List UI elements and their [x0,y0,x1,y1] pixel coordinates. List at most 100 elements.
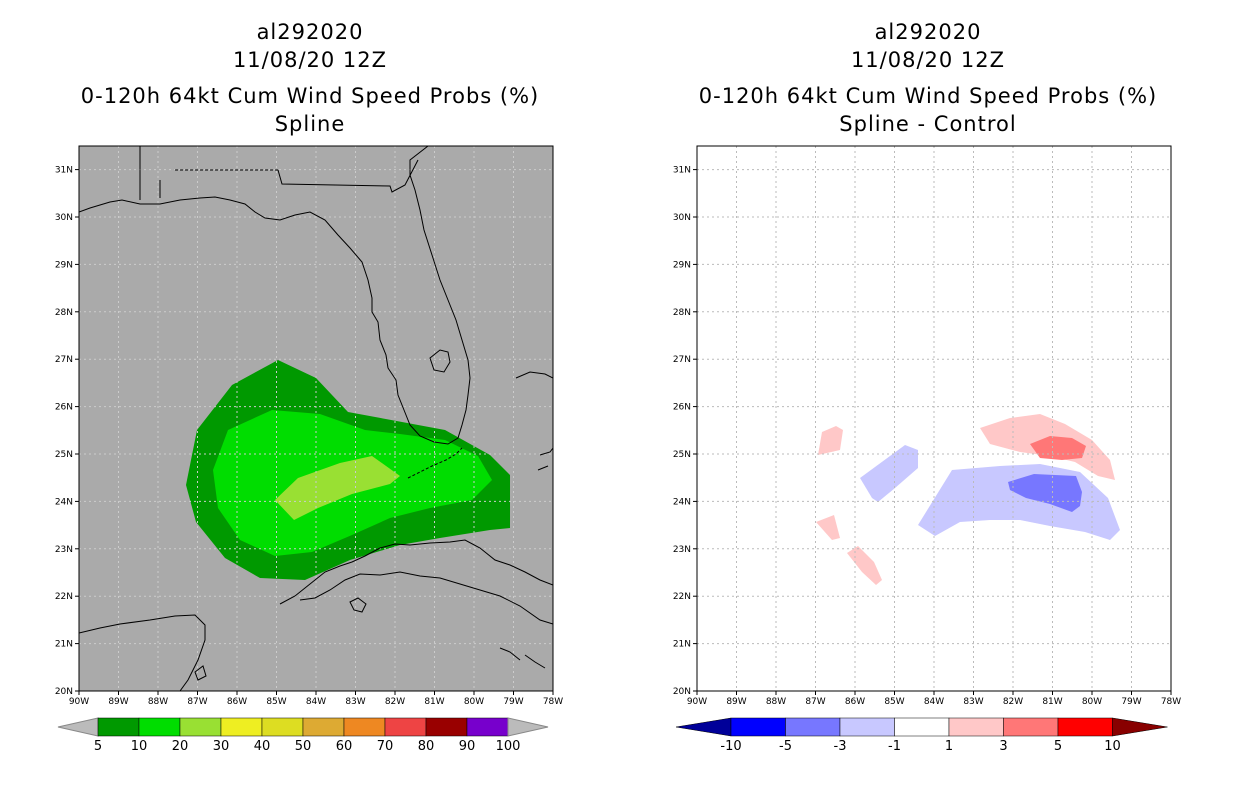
left-lon-label: 86W [227,697,247,707]
left-lat-label: 21N [55,640,73,650]
right-lat-label: 26N [673,403,691,413]
right-colorbar: -10 -5 -3 -1 1 3 5 10 [675,717,1168,754]
colorbar-left-end [57,717,99,737]
colorbar-swatch [1003,717,1059,737]
right-lon-label: 88W [766,697,786,707]
prob-contour-20 [275,456,400,520]
colorbar-swatch [1057,717,1113,737]
left-lon-label: 87W [187,697,207,707]
right-lat-label: 22N [673,592,691,602]
colorbar-left-end [675,717,732,737]
colorbar-swatch [948,717,1004,737]
left-lon-label: 88W [148,697,168,707]
right-lat-label: 30N [673,213,691,223]
left-lon-label: 89W [108,697,128,707]
right-lat-label: 21N [673,640,691,650]
colorbar-label: 40 [254,739,271,754]
colorbar-swatch [730,717,786,737]
left-title-product: 0-120h 64kt Cum Wind Speed Probs (%) [80,84,540,108]
right-title-date: 11/08/20 12Z [850,48,1006,72]
left-lat-label: 23N [55,545,73,555]
right-lat-label: 31N [673,166,691,176]
right-lat-label: 27N [673,355,691,365]
right-axis-labels: 90W 89W 88W 87W 86W 85W 84W 83W 82W 81W 80W 79W 78W 2… [673,166,1181,707]
colorbar-swatch [384,717,427,737]
left-axis-labels: 90W 89W 88W 87W 86W 85W 84W 83W 82W 81W 80W 79W 78W 2… [55,166,563,707]
colorbar-label: 70 [377,739,394,754]
colorbar-right-end [1112,717,1168,737]
right-lat-label: 25N [673,450,691,460]
left-lon-label: 82W [385,697,405,707]
right-lon-label: 86W [845,697,865,707]
right-title-storm: al292020 [874,20,982,44]
right-lat-label: 20N [673,687,691,697]
left-lat-label: 27N [55,355,73,365]
left-title: al292020 11/08/20 12Z 0-120h 64kt Cum Wi… [30,18,590,138]
left-lat-label: 24N [55,497,73,507]
right-lon-label: 89W [726,697,746,707]
colorbar-label: 80 [418,739,435,754]
left-lat-label: 30N [55,213,73,223]
colorbar-label: 60 [336,739,353,754]
left-map: 90W 89W 88W 87W 86W 85W 84W 83W 82W 81W 80W 79W 78W 2… [55,145,563,707]
left-title-date: 11/08/20 12Z [232,48,388,72]
right-lon-label: 83W [963,697,983,707]
right-grid [697,146,1171,691]
left-lat-label: 25N [55,450,73,460]
left-lat-label: 29N [55,260,73,270]
colorbar-label: 30 [213,739,230,754]
right-lat-label: 29N [673,260,691,270]
colorbar-swatch [425,717,468,737]
colorbar-label: 100 [496,739,521,754]
colorbar-label: -5 [779,739,792,754]
left-lat-label: 20N [55,687,73,697]
right-title: al292020 11/08/20 12Z 0-120h 64kt Cum Wi… [648,18,1208,138]
left-lat-label: 28N [55,308,73,318]
right-lon-label: 78W [1161,697,1181,707]
colorbar-swatch [97,717,140,737]
right-title-method: Spline - Control [839,112,1017,136]
colorbar-swatch [894,717,950,737]
left-lat-label: 26N [55,403,73,413]
colorbar-label: 10 [1104,739,1121,754]
left-lon-label: 81W [424,697,444,707]
colorbar-label: -3 [834,739,847,754]
colorbar-label: 5 [94,739,102,754]
right-lat-label: 28N [673,308,691,318]
left-colorbar: 5 10 20 30 40 50 60 70 80 90 100 [57,717,549,754]
colorbar-label: 10 [131,739,148,754]
colorbar-label: 3 [999,739,1007,754]
right-lat-label: 23N [673,545,691,555]
diff-contour-neg3-a [860,445,918,502]
colorbar-swatch [220,717,263,737]
left-lon-label: 79W [503,697,523,707]
right-title-product: 0-120h 64kt Cum Wind Speed Probs (%) [698,84,1158,108]
colorbar-label: 50 [295,739,312,754]
left-lon-label: 80W [464,697,484,707]
right-lon-label: 82W [1003,697,1023,707]
right-map: 90W 89W 88W 87W 86W 85W 84W 83W 82W 81W 80W 79W 78W 2… [673,145,1181,707]
colorbar-swatch [466,717,509,737]
left-lon-label: 90W [69,697,89,707]
diff-contour-pos3-b [818,426,843,455]
left-lat-label: 22N [55,592,73,602]
right-lon-label: 87W [805,697,825,707]
left-lon-label: 85W [266,697,286,707]
left-lon-label: 83W [345,697,365,707]
right-lat-label: 24N [673,497,691,507]
left-lat-label: 31N [55,166,73,176]
colorbar-swatch [343,717,386,737]
colorbar-label: 20 [172,739,189,754]
colorbar-swatch [179,717,222,737]
left-grid [79,146,553,691]
right-lon-label: 81W [1042,697,1062,707]
diff-contour-pos3-c [816,515,840,540]
colorbar-swatch [785,717,841,737]
colorbar-label: -10 [720,739,741,754]
colorbar-swatch [839,717,895,737]
right-lon-label: 84W [924,697,944,707]
right-lon-label: 79W [1121,697,1141,707]
left-lon-label: 84W [306,697,326,707]
left-title-method: Spline [274,112,346,136]
